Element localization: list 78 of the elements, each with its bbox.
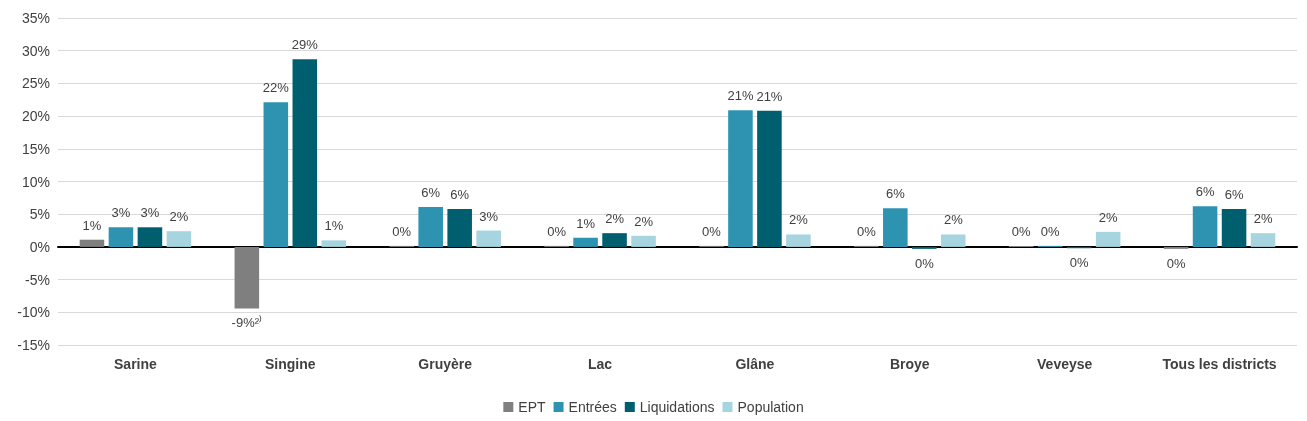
data-label: 6% — [885, 186, 906, 202]
x-tick-label: Broye — [889, 356, 930, 372]
data-label: 22% — [262, 80, 290, 96]
data-label: 6% — [1224, 186, 1244, 202]
data-label: 21% — [727, 88, 754, 104]
data-label: 0% — [1011, 223, 1032, 239]
data-label: 2% — [789, 212, 809, 228]
bar — [234, 246, 260, 309]
x-tick-label: Tous les districts — [1162, 356, 1277, 372]
x-tick-label: Sarine — [114, 356, 158, 372]
legend-label: Entrées — [568, 399, 617, 415]
bar — [1192, 206, 1218, 247]
bar — [631, 235, 656, 247]
bar — [447, 208, 472, 247]
data-label: 2% — [634, 213, 654, 229]
y-tick-label: 15% — [21, 140, 50, 157]
bar — [757, 110, 782, 247]
x-tick-label: Glâne — [735, 356, 775, 372]
data-label: 6% — [450, 186, 470, 202]
data-label: 2% — [943, 212, 964, 228]
y-tick-label: 25% — [21, 75, 50, 92]
bar — [137, 227, 163, 247]
data-label: 0% — [1166, 255, 1186, 271]
x-tick-label: Lac — [588, 356, 613, 372]
y-tick-label: -10% — [17, 304, 50, 321]
bar — [321, 240, 347, 247]
data-label: 3% — [140, 205, 160, 221]
bar — [1250, 233, 1276, 247]
data-label: 0% — [547, 223, 567, 239]
bar — [263, 102, 289, 247]
y-tick-label: -5% — [25, 271, 50, 288]
legend-label: Liquidations — [639, 399, 715, 415]
bar — [728, 110, 753, 247]
data-label: 0% — [914, 255, 935, 271]
data-label: 29% — [291, 37, 319, 53]
x-tick-label: Gruyère — [418, 356, 473, 372]
y-tick-label: 5% — [29, 206, 50, 223]
bar — [418, 207, 443, 247]
data-label: 1% — [82, 217, 102, 233]
y-tick-label: 30% — [21, 42, 50, 59]
bar — [166, 231, 192, 247]
bar — [602, 233, 627, 247]
bar — [292, 59, 318, 247]
data-label: 0% — [1040, 223, 1061, 239]
x-tick-label: Veveyse — [1037, 356, 1093, 372]
data-label: 1% — [576, 215, 596, 231]
y-tick-label: -15% — [17, 337, 50, 353]
data-label: 6% — [1195, 184, 1215, 200]
data-label: 6% — [421, 185, 441, 201]
data-label: 1% — [324, 218, 344, 234]
bar — [108, 227, 134, 247]
bar — [573, 237, 598, 247]
legend-label: Population — [737, 399, 804, 415]
data-label: -9%²⁾ — [231, 315, 263, 331]
data-label: 0% — [392, 223, 412, 239]
bar — [786, 234, 811, 247]
bar — [883, 208, 908, 247]
data-label: 2% — [1253, 211, 1273, 227]
data-label: 3% — [111, 205, 131, 221]
legend-label: EPT — [518, 399, 546, 415]
data-label: 21% — [756, 88, 783, 104]
y-tick-label: 0% — [29, 238, 50, 255]
data-label: 2% — [605, 211, 625, 227]
bar — [941, 234, 966, 247]
data-label: 0% — [856, 223, 877, 239]
data-label: 0% — [1069, 255, 1090, 271]
data-label: 3% — [479, 208, 499, 224]
bar — [1221, 208, 1247, 247]
y-tick-label: 10% — [21, 173, 50, 190]
data-label: 2% — [1098, 209, 1118, 225]
x-tick-label: Singine — [265, 356, 316, 372]
y-tick-label: 35% — [21, 10, 50, 26]
y-tick-label: 20% — [21, 108, 50, 125]
bar — [476, 230, 501, 247]
bar — [1095, 231, 1121, 247]
bar — [79, 239, 105, 247]
data-label: 2% — [169, 209, 189, 225]
data-label: 0% — [702, 223, 722, 239]
